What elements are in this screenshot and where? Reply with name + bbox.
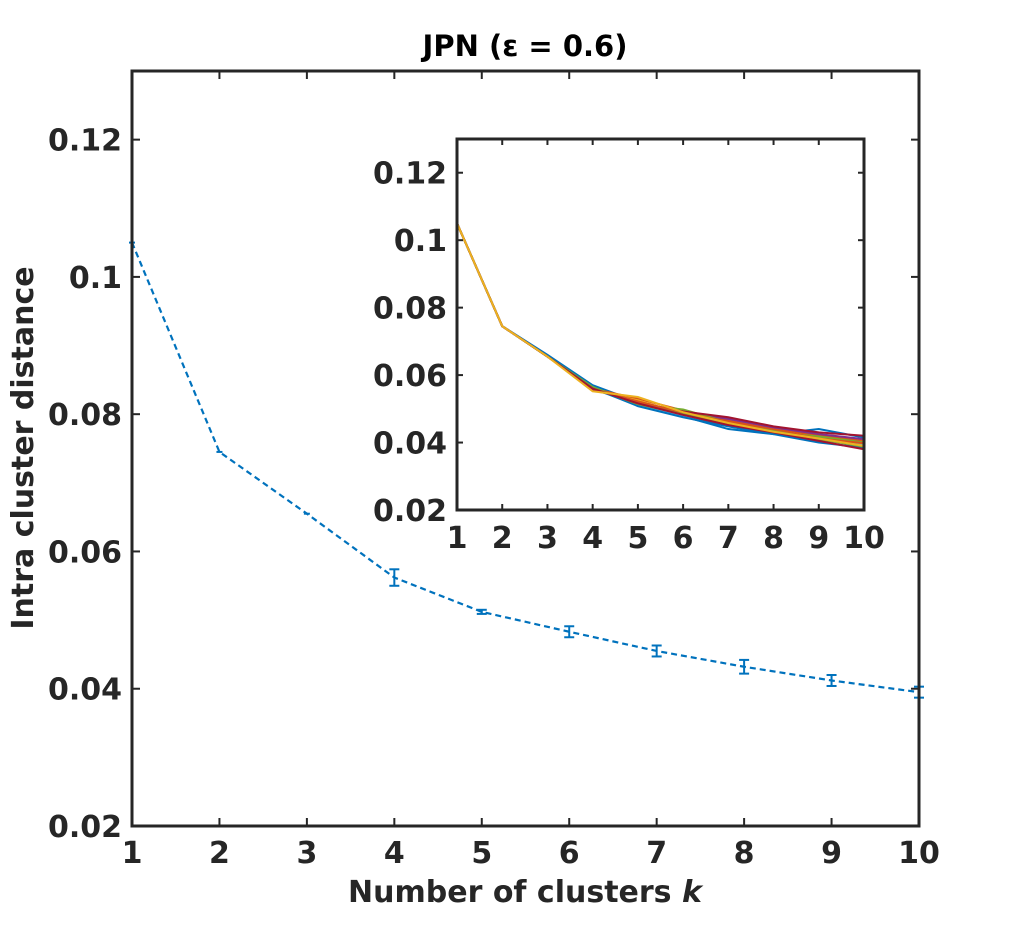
main-y-tick-label: 0.1 [69,261,122,296]
inset-x-tick-label: 3 [537,521,558,556]
y-axis-label: Intra cluster distance [6,266,41,629]
main-y-tick-label: 0.12 [48,124,122,159]
chart-title: JPN (ε = 0.6) [421,29,628,63]
inset-y-tick-label: 0.06 [373,359,447,394]
main-series [129,241,924,699]
inset-y-tick-label: 0.04 [373,427,447,462]
main-tick-labels: 1 2 3 4 5 6 7 8 9 100.020.040.060.080.10.12 [48,124,940,871]
main-x-tick-label: 1 [122,836,143,871]
main-x-tick-label: 7 [646,836,667,871]
inset-tick-labels: 1 2 3 4 5 6 7 8 9 10 0.02 0.04 0.06 0.08 0.1 0.12 [373,157,885,556]
inset-x-tick-label: 2 [492,521,513,556]
inset-plot-frame [455,137,866,512]
x-axis-label: Number of clusters k [348,875,704,910]
main-x-tick-label: 4 [384,836,405,871]
error-bar [476,608,487,615]
main-y-tick-label: 0.04 [48,673,122,708]
inset-x-tick-label: 8 [763,521,784,556]
inset-y-tick-label: 0.12 [373,157,447,192]
inset-x-tick-label: 4 [582,521,603,556]
inset-x-tick-label: 10 [843,521,885,556]
inset-x-tick-label: 5 [627,521,648,556]
inset-x-tick-label: 9 [808,521,829,556]
error-bar [389,568,400,587]
inset-series-line [456,222,865,447]
main-y-tick-label: 0.06 [48,535,122,570]
x-axis-label-text: Number of clusters [348,875,672,910]
main-y-tick-label: 0.08 [48,398,122,433]
main-x-tick-label: 2 [209,836,230,871]
inset-x-tick-label: 6 [673,521,694,556]
error-bar [564,625,575,639]
x-axis-label-variable: k [682,875,704,910]
inset-y-tick-label: 0.08 [373,292,447,327]
error-bar [739,658,750,675]
main-x-tick-label: 5 [471,836,492,871]
main-x-tick-label: 8 [734,836,755,871]
main-x-tick-label: 10 [898,836,940,871]
main-x-tick-label: 6 [559,836,580,871]
inset-x-tick-label: 7 [718,521,739,556]
main-series-line [130,242,920,694]
inset-series [456,222,865,451]
inset-background [457,139,864,510]
inset-y-tick-label: 0.02 [373,494,447,529]
inset-y-tick-label: 0.1 [394,224,447,259]
inset-x-tick-label: 1 [447,521,468,556]
main-x-tick-label: 9 [821,836,842,871]
main-plot-frame [130,69,921,828]
error-bar [826,674,837,687]
main-x-tick-label: 3 [296,836,317,871]
main-y-tick-label: 0.02 [48,810,122,845]
error-bar [651,644,662,658]
